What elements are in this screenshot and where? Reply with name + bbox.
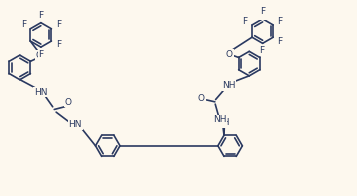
Text: F: F — [21, 20, 26, 29]
Text: NH: NH — [222, 81, 236, 90]
Text: F: F — [56, 40, 61, 49]
Text: F: F — [38, 50, 44, 59]
Text: HN: HN — [69, 120, 82, 129]
Text: O: O — [65, 98, 72, 107]
Text: F: F — [242, 17, 248, 26]
Text: HN: HN — [34, 88, 47, 97]
Text: F: F — [38, 11, 44, 20]
Text: F: F — [277, 17, 283, 26]
Text: O: O — [226, 50, 233, 59]
Text: F: F — [259, 46, 265, 55]
Text: NH: NH — [216, 118, 229, 127]
Text: F: F — [260, 7, 265, 16]
Text: O: O — [198, 94, 205, 103]
Text: F: F — [56, 20, 61, 29]
Text: O: O — [35, 51, 42, 60]
Text: F: F — [277, 36, 283, 45]
Text: NH: NH — [213, 115, 226, 124]
